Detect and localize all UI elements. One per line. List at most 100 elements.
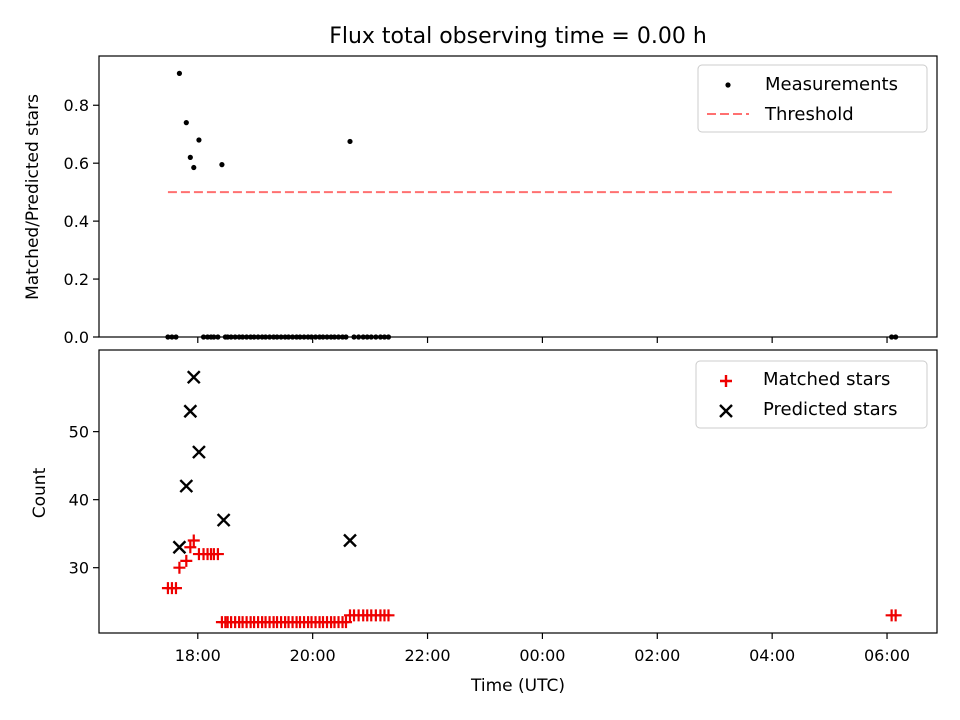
measurement-point <box>312 334 319 340</box>
top-y-tick-label: 0.6 <box>64 154 89 173</box>
legend-matched-label: Matched stars <box>763 369 890 390</box>
measurement-point <box>351 334 357 340</box>
chart-title: Flux total observing time = 0.00 h <box>329 24 707 49</box>
predicted-star-point <box>172 540 187 555</box>
measurement-point <box>232 334 238 340</box>
predicted-star-point <box>343 533 357 548</box>
predicted-star-point <box>192 445 206 459</box>
legend-predicted-marker <box>719 404 733 418</box>
measurement-point <box>200 334 207 340</box>
legend-measurements-marker <box>725 82 731 88</box>
bottom-x-tick-label: 00:00 <box>519 646 565 665</box>
measurement-point <box>262 334 269 340</box>
measurement-point <box>377 334 384 340</box>
matched-star-point <box>382 609 395 622</box>
measurement-point <box>297 334 303 340</box>
measurement-point <box>324 334 330 340</box>
measurement-point <box>364 334 370 340</box>
measurement-point <box>285 334 292 340</box>
matched-star-point <box>339 616 352 629</box>
bottom-y-tick-label: 50 <box>69 423 89 442</box>
measurement-point <box>183 120 189 126</box>
bottom-matched-points <box>161 534 902 629</box>
legend-matched-marker <box>720 375 732 387</box>
measurement-point <box>335 334 342 340</box>
bottom-axes-frame <box>98 349 938 634</box>
measurement-point <box>347 138 353 145</box>
measurement-point <box>255 334 261 340</box>
measurement-point <box>251 334 257 340</box>
predicted-star-point <box>186 370 201 385</box>
measurement-point <box>191 164 197 171</box>
measurement-point <box>368 334 374 340</box>
bottom-legend: Matched stars Predicted stars <box>695 360 928 429</box>
bottom-y-axis-label: Count <box>30 467 50 518</box>
bottom-legend-box <box>695 360 928 429</box>
measurement-point <box>173 334 179 340</box>
matched-star-point <box>173 561 186 574</box>
bottom-x-tick-label: 18:00 <box>175 646 221 665</box>
matched-star-point <box>169 582 182 595</box>
measurement-point <box>278 334 284 340</box>
bottom-predicted-points <box>172 370 357 555</box>
top-y-axis-label: Matched/Predicted stars <box>23 94 43 300</box>
measurement-point <box>301 334 307 340</box>
measurement-point <box>239 334 246 340</box>
matched-star-point <box>180 554 193 567</box>
bottom-x-axis-label: Time (UTC) <box>470 676 565 696</box>
bottom-x-ticks: 18:00 20:00 22:00 00:00 02:00 04:00 06:00 <box>175 633 910 665</box>
measurement-point <box>356 334 362 340</box>
measurement-point <box>215 334 221 340</box>
measurement-point <box>228 334 234 340</box>
bottom-x-tick-label: 02:00 <box>634 646 680 665</box>
measurement-point <box>360 334 366 340</box>
measurement-point <box>331 334 338 340</box>
bottom-y-ticks: 30 40 50 <box>69 423 99 578</box>
measurement-point <box>343 334 349 340</box>
bottom-y-tick-label: 30 <box>69 559 89 578</box>
top-x-ticks <box>197 337 888 343</box>
bottom-panel: Count Time (UTC) 30 40 50 18:00 20:00 22:00 0… <box>30 349 938 696</box>
legend-measurements-label: Measurements <box>765 74 898 95</box>
bottom-x-tick-label: 20:00 <box>290 646 336 665</box>
bottom-x-tick-label: 06:00 <box>864 646 910 665</box>
predicted-star-point <box>183 404 198 419</box>
measurement-point <box>373 334 379 340</box>
predicted-star-point <box>179 479 194 493</box>
bottom-x-tick-label: 22:00 <box>404 646 450 665</box>
legend-predicted-label: Predicted stars <box>763 399 897 420</box>
measurement-point <box>381 334 388 340</box>
predicted-star-point <box>216 513 231 527</box>
top-measurement-points <box>165 70 899 340</box>
measurement-point <box>893 334 899 340</box>
matched-star-point <box>889 609 902 622</box>
top-axes-frame <box>98 55 938 338</box>
measurement-point <box>274 334 280 340</box>
measurement-point <box>289 334 296 340</box>
measurement-point <box>244 334 250 340</box>
bottom-y-tick-label: 40 <box>69 491 89 510</box>
bottom-x-tick-label: 04:00 <box>749 646 795 665</box>
top-y-tick-label: 0.8 <box>64 96 89 115</box>
measurement-point <box>165 334 171 340</box>
top-legend: Measurements Threshold <box>697 64 928 133</box>
legend-threshold-label: Threshold <box>764 104 854 125</box>
measurement-point <box>196 137 202 143</box>
measurement-point <box>889 334 895 340</box>
measurement-point <box>211 334 217 340</box>
measurement-point <box>385 334 392 340</box>
top-y-ticks: 0.0 0.2 0.4 0.6 0.8 <box>64 96 99 347</box>
top-panel: Matched/Predicted stars 0.00.20.40.60.8 … <box>23 55 938 347</box>
measurement-point <box>169 334 175 340</box>
measurement-point <box>266 334 273 340</box>
top-y-tick-label: 0.0 <box>64 328 89 347</box>
measurement-point <box>320 334 326 340</box>
measurement-point <box>176 70 183 76</box>
matched-star-point <box>184 541 197 554</box>
measurement-point <box>187 154 193 160</box>
measurement-point <box>219 162 225 168</box>
top-y-tick-label: 0.2 <box>64 270 89 289</box>
measurement-point <box>308 334 315 340</box>
top-y-tick-label: 0.4 <box>64 212 89 231</box>
